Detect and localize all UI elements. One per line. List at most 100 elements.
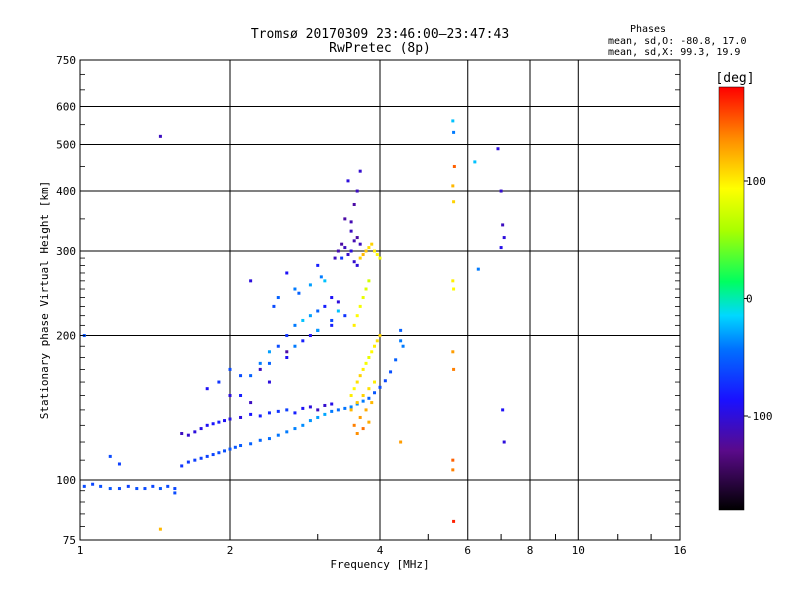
x-tick-label: 16 xyxy=(673,544,686,557)
data-point xyxy=(173,491,177,495)
data-point xyxy=(117,462,121,466)
data-point xyxy=(358,169,362,173)
data-point xyxy=(258,414,262,418)
data-point xyxy=(378,385,382,389)
data-point xyxy=(399,440,403,444)
data-point xyxy=(267,437,271,441)
data-point xyxy=(285,408,289,412)
data-point xyxy=(205,387,209,391)
data-point xyxy=(249,374,253,378)
data-point xyxy=(502,236,506,240)
data-point xyxy=(330,318,334,322)
y-tick-label: 750 xyxy=(56,54,76,67)
data-point xyxy=(336,249,340,253)
data-point xyxy=(316,408,320,412)
data-point xyxy=(346,253,350,257)
data-point xyxy=(361,427,365,431)
data-point xyxy=(239,394,243,398)
data-point xyxy=(285,271,289,275)
data-point xyxy=(496,147,500,151)
data-point xyxy=(285,350,289,354)
y-tick-label: 300 xyxy=(56,245,76,258)
data-point xyxy=(297,291,301,295)
data-point xyxy=(349,229,353,233)
data-point xyxy=(330,296,334,300)
data-point xyxy=(336,300,340,304)
data-point xyxy=(501,223,505,227)
data-point xyxy=(301,423,305,427)
data-point xyxy=(358,304,362,308)
data-point xyxy=(285,334,289,338)
data-point xyxy=(330,323,334,327)
data-point xyxy=(205,454,209,458)
colorbar-ticks: 100 0 -100 xyxy=(744,175,773,423)
data-point xyxy=(323,279,327,283)
data-point xyxy=(349,405,353,409)
data-point xyxy=(223,449,227,453)
data-point xyxy=(193,458,197,462)
data-point xyxy=(452,130,456,134)
data-point xyxy=(108,487,112,491)
data-point xyxy=(158,134,162,138)
chart-subtitle: RwPretec (8p) xyxy=(329,41,431,56)
data-point xyxy=(285,430,289,434)
data-point xyxy=(358,256,362,260)
data-point xyxy=(499,189,503,193)
data-point xyxy=(355,189,359,193)
data-point xyxy=(358,374,362,378)
data-point xyxy=(343,246,347,250)
data-point xyxy=(308,405,312,409)
data-point xyxy=(233,445,237,449)
data-point xyxy=(223,419,227,423)
data-point xyxy=(126,484,130,488)
data-point xyxy=(323,403,327,407)
data-point xyxy=(267,411,271,415)
data-point xyxy=(319,275,323,279)
data-point xyxy=(276,344,280,348)
data-point xyxy=(358,415,362,419)
stats-o-mode: mean, sd,O: -80.8, 17.0 xyxy=(608,36,746,47)
data-point xyxy=(211,453,215,457)
data-point xyxy=(99,484,103,488)
stats-x-mode: mean, sd,X: 99.3, 19.9 xyxy=(608,47,740,58)
data-point xyxy=(211,422,215,426)
data-point xyxy=(355,401,359,405)
data-point xyxy=(358,242,362,246)
data-point xyxy=(258,367,262,371)
data-point xyxy=(352,260,356,264)
data-point xyxy=(349,394,353,398)
data-point xyxy=(499,246,503,250)
x-tick-label: 10 xyxy=(572,544,585,557)
data-point xyxy=(293,323,297,327)
x-tick-label: 6 xyxy=(464,544,471,557)
data-point xyxy=(352,323,356,327)
data-point xyxy=(452,200,456,204)
data-point xyxy=(323,304,327,308)
axis-ticks: 1 2 4 6 8 10 16 75 100 200 300 400 500 600 750 xyxy=(56,54,687,557)
data-point xyxy=(346,179,350,183)
data-point xyxy=(451,350,455,354)
data-point xyxy=(293,287,297,291)
data-point xyxy=(228,367,232,371)
data-point xyxy=(267,361,271,365)
data-point xyxy=(316,309,320,313)
data-point xyxy=(349,249,353,253)
data-point xyxy=(158,527,162,531)
data-point xyxy=(239,374,243,378)
data-point xyxy=(308,314,312,318)
data-point xyxy=(217,380,221,384)
data-point xyxy=(364,361,368,365)
data-point xyxy=(364,249,368,253)
data-point xyxy=(276,433,280,437)
data-point xyxy=(336,408,340,412)
data-point xyxy=(451,184,455,188)
data-point xyxy=(199,427,203,431)
colorbar-label: [deg] xyxy=(715,71,754,86)
data-point xyxy=(330,409,334,413)
data-point xyxy=(293,411,297,415)
data-point xyxy=(452,287,456,291)
data-point xyxy=(180,432,184,436)
data-point xyxy=(349,220,353,224)
data-point xyxy=(473,160,477,164)
data-point xyxy=(217,420,221,424)
